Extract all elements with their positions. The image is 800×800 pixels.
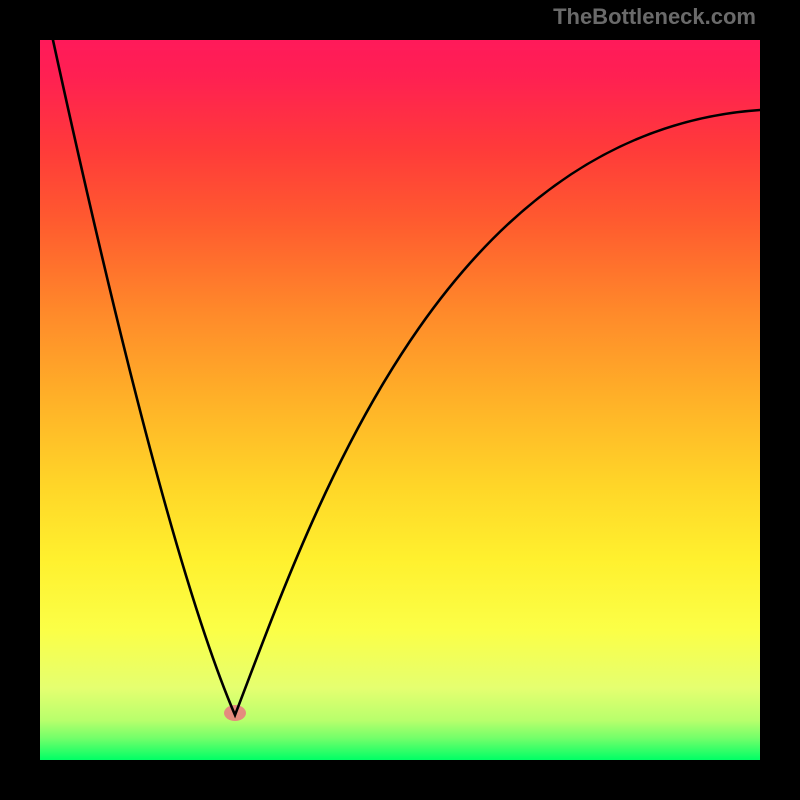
border-right [760,0,800,800]
border-left [0,0,40,800]
watermark-text: TheBottleneck.com [553,4,756,30]
chart-stage: TheBottleneck.com [0,0,800,800]
plot-area [40,40,760,760]
gradient-background [40,40,760,760]
plot-svg [40,40,760,760]
border-bottom [0,760,800,800]
